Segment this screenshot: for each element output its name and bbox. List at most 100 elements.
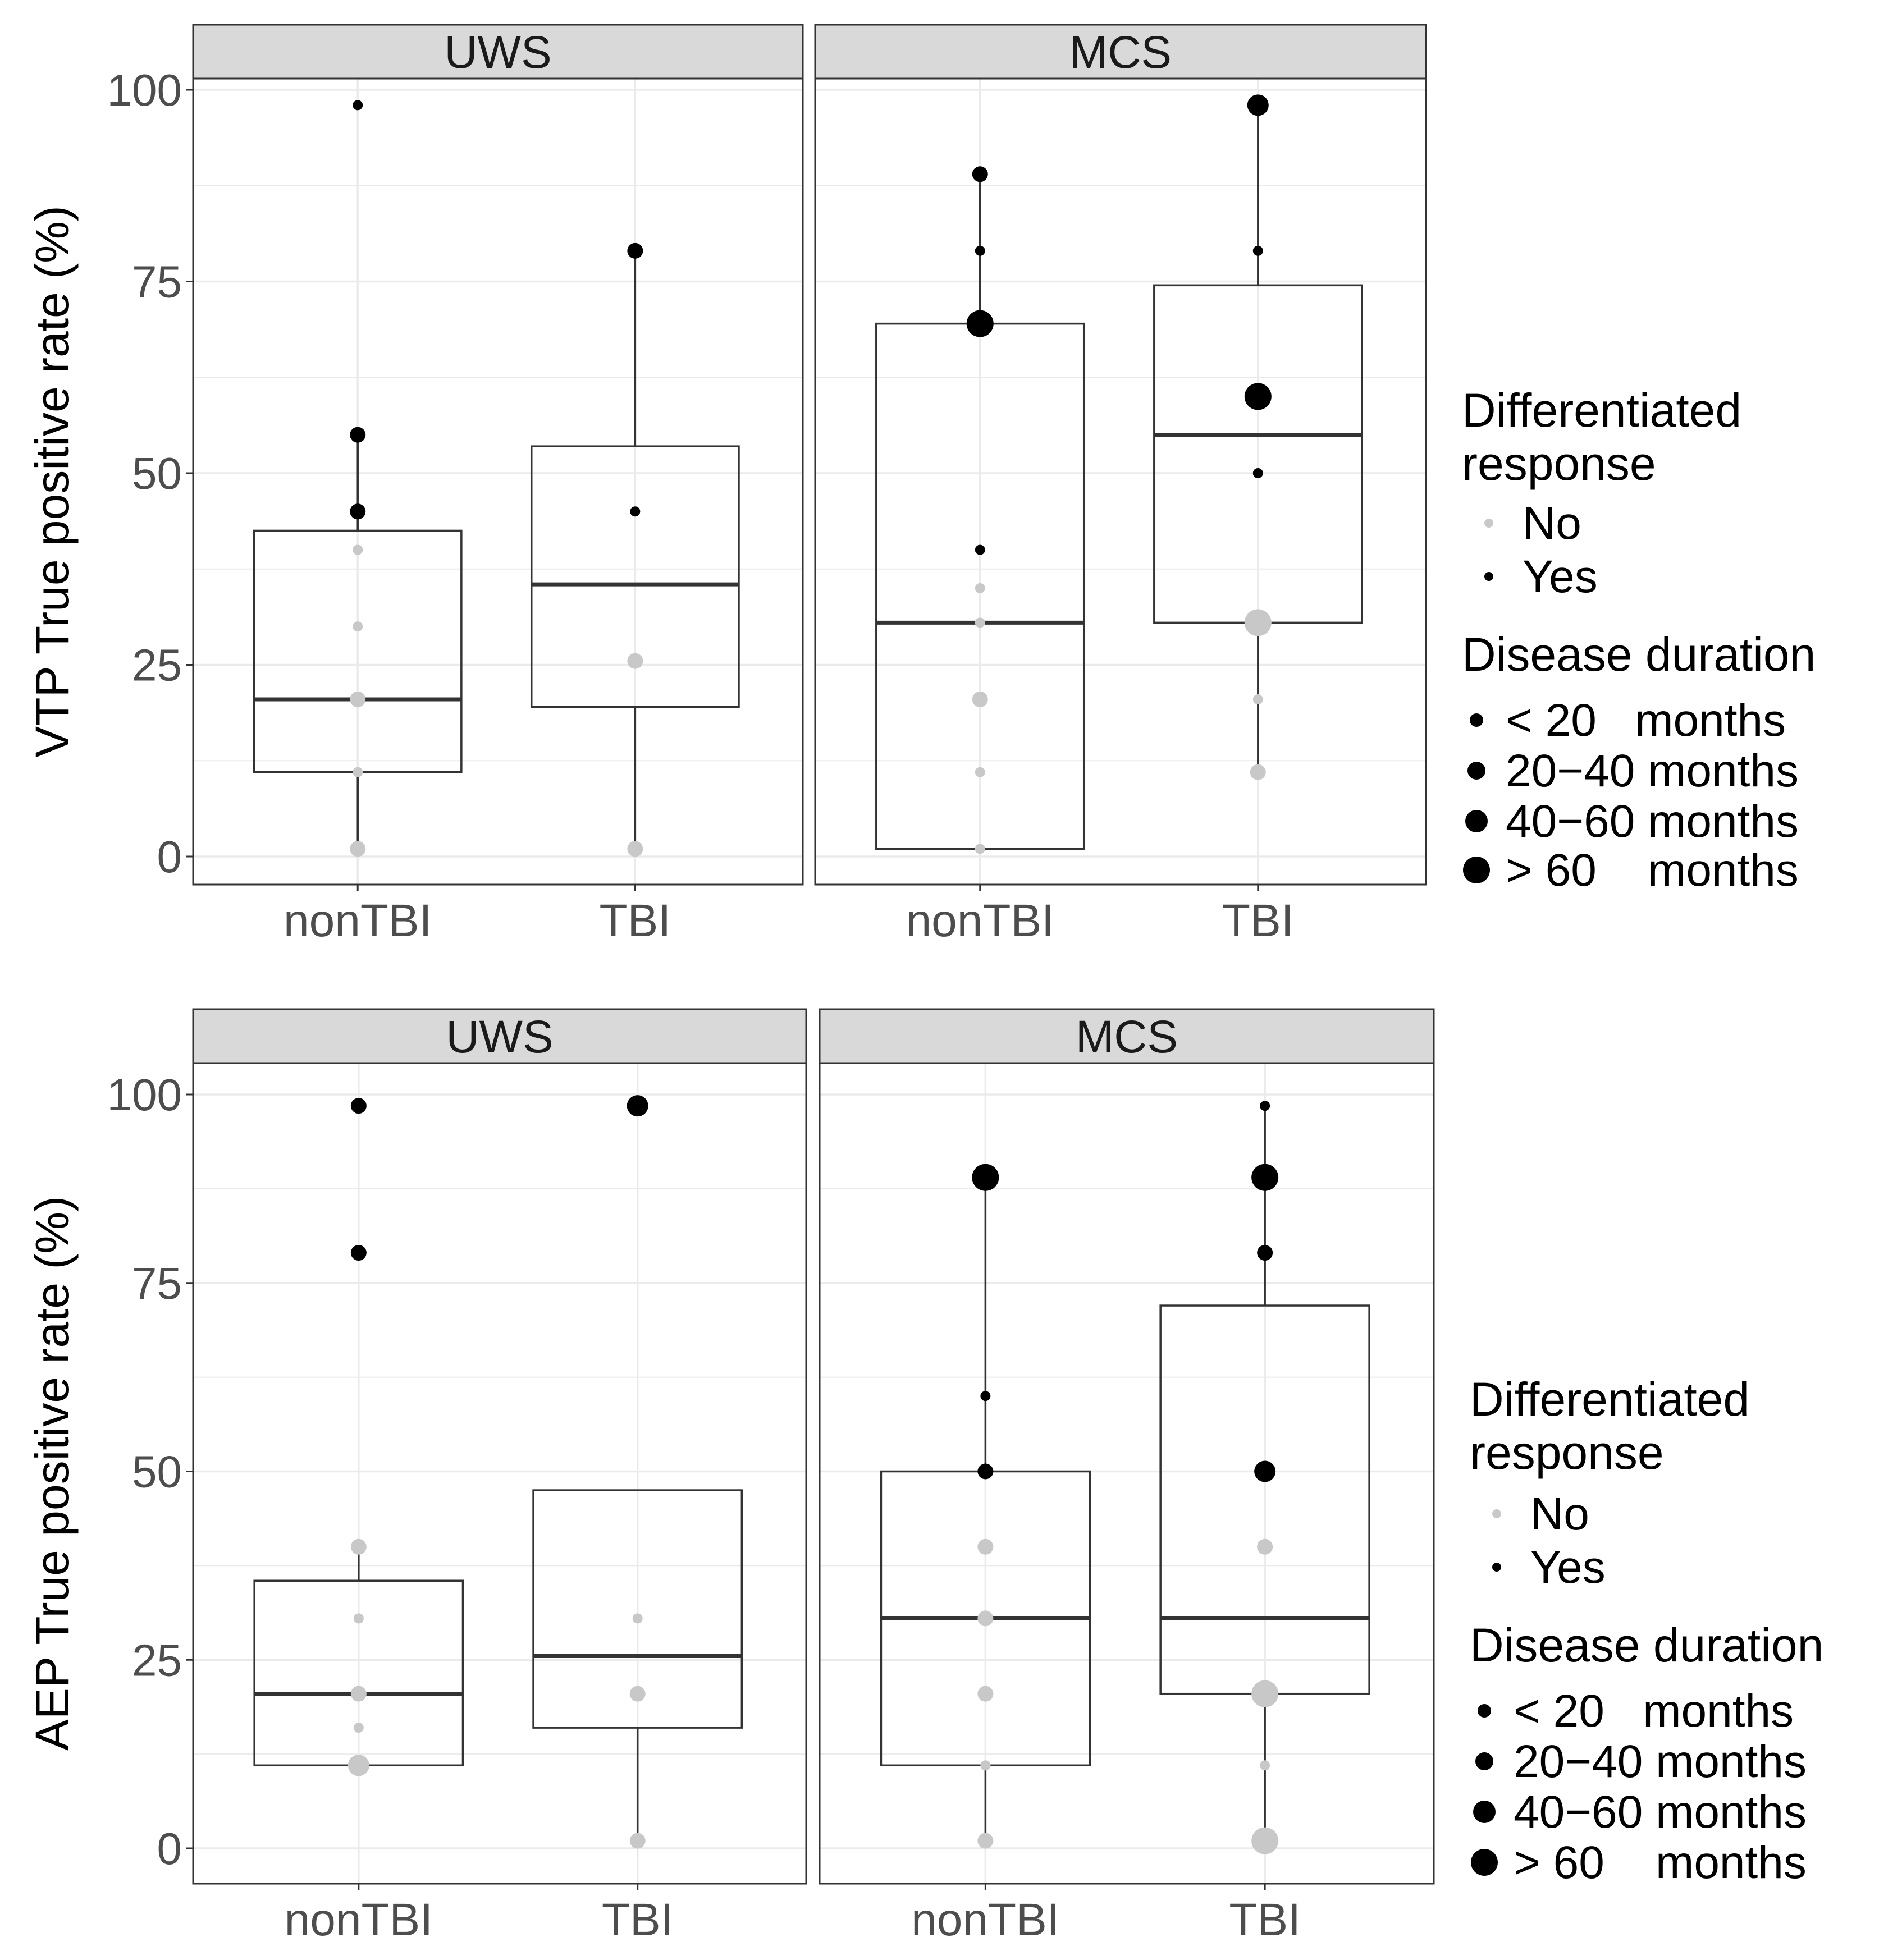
legend-label: < 20 months xyxy=(1514,1686,1794,1737)
data-point xyxy=(1244,383,1272,410)
legend-label: Yes xyxy=(1530,1542,1606,1593)
legend-label: 20−40 months xyxy=(1514,1736,1807,1787)
legend-label: 40−60 months xyxy=(1514,1787,1807,1838)
data-point xyxy=(350,691,366,707)
legend-duration-title: Disease duration xyxy=(1470,1619,1823,1672)
data-point xyxy=(1257,1245,1273,1261)
data-point xyxy=(348,1755,369,1776)
data-point xyxy=(975,245,985,256)
strip-label: MCS xyxy=(1069,27,1172,78)
y-tick-label: 100 xyxy=(107,65,182,115)
legend-label: < 20 months xyxy=(1506,695,1786,746)
data-point xyxy=(1260,1101,1270,1111)
data-point xyxy=(972,1164,999,1191)
box-TBI xyxy=(530,445,740,708)
strip-background xyxy=(814,24,1427,80)
y-tick-label: 75 xyxy=(132,1258,182,1308)
y-axis-title: AEP True positive rate (%) xyxy=(26,1196,79,1751)
data-point xyxy=(1244,609,1272,636)
panel-background xyxy=(815,79,1426,885)
data-point xyxy=(350,427,366,443)
legend-key-no xyxy=(1492,1509,1501,1518)
data-point xyxy=(353,1723,364,1733)
y-tick-label: 50 xyxy=(132,1447,182,1497)
data-point xyxy=(977,1463,994,1480)
legend-response-title: Differentiated xyxy=(1470,1373,1749,1426)
strip-background xyxy=(192,24,804,80)
data-point xyxy=(353,1613,364,1624)
legend-label: > 60 months xyxy=(1514,1837,1807,1888)
x-tick-label: nonTBI xyxy=(906,895,1054,946)
legend-label: No xyxy=(1530,1489,1589,1540)
legend-key-duration xyxy=(1473,1801,1496,1823)
data-point xyxy=(630,506,641,517)
data-point xyxy=(627,242,643,259)
data-point xyxy=(975,617,985,628)
data-point xyxy=(350,841,366,857)
data-point xyxy=(1252,694,1263,704)
data-point xyxy=(1252,245,1263,256)
legend-label: 40−60 months xyxy=(1506,796,1799,847)
legend-response-title: Differentiated xyxy=(1462,384,1741,437)
data-point xyxy=(353,767,363,777)
legend-key-duration xyxy=(1470,713,1483,727)
data-point xyxy=(977,1833,994,1849)
x-tick-label: nonTBI xyxy=(284,895,432,946)
y-tick-label: 50 xyxy=(132,448,182,498)
legend-key-yes xyxy=(1492,1563,1501,1572)
legend-key-duration xyxy=(1467,762,1485,780)
legend-key-duration xyxy=(1478,1704,1491,1718)
x-tick-label: nonTBI xyxy=(285,1894,433,1945)
panel-background xyxy=(193,1063,806,1884)
x-tick-label: TBI xyxy=(1229,1894,1301,1945)
data-point xyxy=(1247,94,1269,116)
data-point xyxy=(353,100,363,111)
y-tick-label: 25 xyxy=(132,640,182,690)
data-point xyxy=(1257,1538,1273,1555)
data-point xyxy=(975,844,985,854)
y-tick-label: 100 xyxy=(107,1070,182,1120)
panel-background xyxy=(820,1063,1434,1884)
data-point xyxy=(1252,468,1263,478)
legend-response-title: response xyxy=(1462,437,1656,490)
data-point xyxy=(629,1686,646,1702)
data-point xyxy=(627,841,643,857)
legend-key-duration xyxy=(1475,1752,1493,1770)
data-point xyxy=(350,1098,367,1114)
data-point xyxy=(1260,1760,1270,1771)
data-point xyxy=(350,1538,367,1555)
y-tick-label: 75 xyxy=(132,257,182,307)
y-tick-label: 0 xyxy=(157,1824,182,1874)
data-point xyxy=(632,1613,643,1624)
strip-label: MCS xyxy=(1076,1011,1178,1063)
data-point xyxy=(1250,764,1266,780)
data-point xyxy=(977,1538,994,1555)
y-axis-title: VTP True positive rate (%) xyxy=(26,205,79,757)
x-tick-label: nonTBI xyxy=(911,1894,1059,1945)
data-point xyxy=(1251,1680,1279,1707)
data-point xyxy=(966,310,994,337)
data-point xyxy=(1251,1827,1279,1854)
legend-key-yes xyxy=(1484,572,1493,581)
data-point xyxy=(977,1686,994,1702)
legend-label: Yes xyxy=(1523,551,1598,602)
data-point xyxy=(980,1760,991,1771)
legend-duration-title: Disease duration xyxy=(1462,628,1816,681)
legend-key-duration xyxy=(1465,810,1488,832)
data-point xyxy=(627,653,643,669)
legend-label: > 60 months xyxy=(1506,845,1799,896)
data-point xyxy=(977,1610,994,1627)
data-point xyxy=(1254,1460,1276,1482)
data-point xyxy=(350,1245,367,1261)
legend-key-no xyxy=(1484,519,1493,528)
data-point xyxy=(350,1686,367,1702)
y-tick-label: 25 xyxy=(132,1635,182,1685)
x-tick-label: TBI xyxy=(1222,895,1294,946)
panel-background xyxy=(193,79,803,885)
legend-label: 20−40 months xyxy=(1506,745,1799,796)
data-point xyxy=(972,691,988,707)
data-point xyxy=(1251,1164,1279,1191)
strip-background xyxy=(819,1008,1435,1064)
legend-label: No xyxy=(1523,498,1581,549)
